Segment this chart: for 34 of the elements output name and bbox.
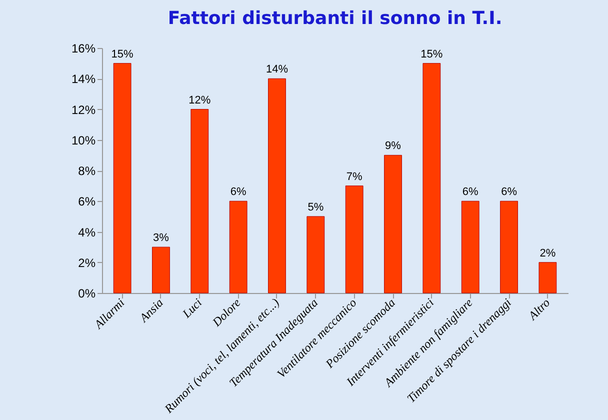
y-tick-label: 2% [78,256,96,270]
y-tick-label: 6% [78,194,96,209]
data-label: 15% [420,48,443,60]
y-tick-label: 10% [71,133,96,148]
data-label: 3% [153,232,170,244]
bar [190,109,209,294]
data-label: 2% [540,247,556,260]
data-label: 15% [111,48,134,60]
bar [538,262,557,294]
bar [113,63,132,294]
bar [268,78,286,294]
y-tick-label: 16% [71,42,96,56]
data-label: 5% [308,201,324,214]
bar [422,63,441,294]
bar [229,200,248,294]
bar [306,216,325,294]
y-tick-label: 4% [78,225,96,240]
bar [384,154,402,294]
y-tick-label: 8% [78,164,96,178]
data-label: 6% [462,186,479,198]
data-label: 14% [266,64,288,76]
bar [500,200,518,294]
data-label: 9% [385,140,402,152]
data-label: 6% [230,186,246,198]
y-tick-label: 14% [71,72,96,86]
data-label: 6% [501,186,518,198]
chart-title: Fattori disturbanti il sonno in T.I. [168,8,502,29]
y-tick-label: 0% [78,286,96,300]
bar [152,246,170,294]
y-tick-label: 12% [71,102,96,117]
bar [345,186,364,294]
data-label: 7% [346,170,362,183]
bar [461,200,480,294]
data-label: 12% [188,94,211,106]
